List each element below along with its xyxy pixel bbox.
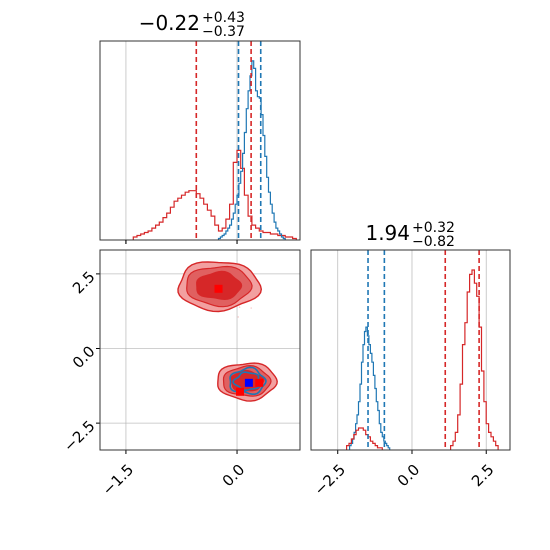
title-top-left-upper: +0.43 bbox=[202, 10, 245, 26]
x-tick-label: 0.0 bbox=[394, 461, 424, 491]
panel-bottom-left-scatter: −1.5 0.0 −2.5 0.0 2.5 bbox=[60, 249, 301, 499]
panel-frame bbox=[99, 40, 301, 241]
x-tick-label: 2.5 bbox=[468, 461, 498, 491]
marker-red_marker bbox=[236, 387, 244, 396]
histogram-series-blue bbox=[349, 326, 391, 450]
scatter-point bbox=[250, 307, 253, 309]
marker-red_marker bbox=[255, 378, 264, 387]
title-top-left-value: −0.22 bbox=[139, 11, 200, 35]
y-tick-label: −2.5 bbox=[60, 417, 98, 455]
panel-top-left-histogram: −0.22 +0.43 −0.37 bbox=[99, 10, 301, 244]
panel-frame bbox=[99, 249, 301, 451]
marker-red_marker bbox=[214, 284, 223, 293]
title-bottom-right-upper: +0.32 bbox=[412, 220, 455, 236]
histogram-series-red bbox=[450, 269, 499, 450]
x-tick-label: −2.5 bbox=[311, 461, 349, 499]
scatter-point bbox=[238, 306, 241, 309]
contour-blue-outer bbox=[229, 366, 267, 395]
title-bottom-right-lower: −0.82 bbox=[412, 234, 455, 250]
y-tick-label: 0.0 bbox=[69, 342, 99, 372]
x-tick-label: 0.0 bbox=[219, 461, 249, 491]
title-top-left-lower: −0.37 bbox=[202, 24, 245, 40]
scatter-point bbox=[237, 316, 240, 318]
title-bottom-right-value: 1.94 bbox=[365, 221, 410, 245]
panel-bottom-right-histogram: 1.94 +0.32 −0.82 −2.5 0.0 2.5 bbox=[310, 220, 511, 499]
histogram-series-red bbox=[346, 427, 383, 450]
histogram-series-red bbox=[132, 149, 297, 240]
y-tick-label: 2.5 bbox=[69, 268, 99, 298]
contour-blue-inner bbox=[232, 371, 261, 392]
panel-frame bbox=[310, 249, 511, 451]
marker-blue_marker bbox=[244, 378, 253, 387]
x-tick-label: −1.5 bbox=[99, 461, 137, 499]
